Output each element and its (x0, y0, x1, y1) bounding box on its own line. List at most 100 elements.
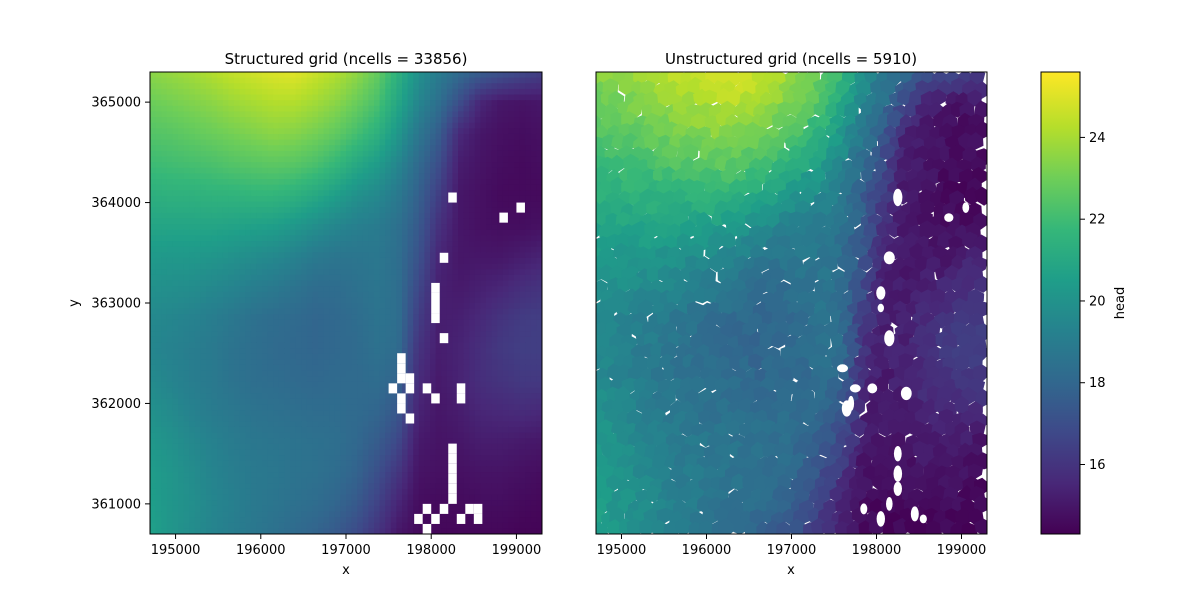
structured-cell (396, 94, 403, 101)
structured-cell (435, 122, 442, 129)
structured-cell (441, 319, 448, 327)
structured-cell (278, 415, 285, 422)
structured-cell (178, 88, 185, 96)
structured-cell (362, 286, 369, 293)
structured-cell (502, 133, 509, 141)
structured-cell (497, 336, 504, 344)
structured-cell (172, 263, 179, 270)
structured-cell (474, 88, 481, 96)
structured-cell (206, 393, 213, 400)
structured-cell (318, 241, 325, 248)
structured-cell (334, 128, 341, 135)
structured-cell (262, 381, 269, 389)
structured-cell (150, 336, 157, 344)
structured-cell (239, 359, 246, 366)
structured-cell (267, 269, 274, 276)
structured-cell (469, 376, 476, 383)
structured-cell (172, 190, 179, 197)
structured-cell (200, 94, 207, 101)
structured-cell (519, 117, 526, 124)
structured-cell (402, 252, 409, 259)
structured-cell (306, 398, 313, 406)
structured-cell (312, 404, 319, 411)
structured-cell (172, 376, 179, 383)
structured-cell (502, 100, 509, 107)
structured-cell (463, 179, 470, 186)
structured-cell (150, 173, 157, 180)
structured-cell (446, 426, 453, 434)
structured-cell (390, 432, 397, 439)
structured-cell (239, 100, 246, 107)
structured-cell (166, 455, 173, 462)
structured-cell (217, 83, 224, 90)
structured-cell (497, 410, 504, 417)
structured-cell (323, 179, 330, 186)
structured-cell (351, 269, 358, 276)
structured-cell (508, 438, 515, 445)
structured-cell (284, 263, 291, 270)
structured-cell (374, 410, 381, 417)
structured-cell (452, 162, 459, 169)
structured-cell (312, 432, 319, 439)
structured-cell (374, 269, 381, 276)
structured-cell (301, 88, 308, 96)
structured-cell (245, 348, 252, 355)
structured-cell (368, 241, 375, 248)
structured-cell (458, 94, 465, 101)
structured-cell (262, 303, 269, 310)
structured-cell (396, 184, 403, 191)
structured-cell (256, 218, 263, 225)
structured-cell (379, 387, 386, 394)
structured-cell (234, 443, 241, 451)
structured-cell (379, 83, 386, 90)
structured-cell (273, 393, 280, 400)
structured-cell (178, 263, 185, 270)
structured-cell (228, 111, 235, 118)
structured-cell (301, 111, 308, 118)
structured-cell (295, 331, 302, 338)
structured-cell (166, 297, 173, 304)
structured-cell (407, 308, 414, 315)
structured-cell (211, 218, 218, 225)
structured-cell (474, 72, 481, 79)
structured-cell (206, 303, 213, 310)
structured-cell (424, 100, 431, 107)
structured-cell (245, 212, 252, 220)
structured-cell (155, 348, 162, 355)
structured-cell (357, 308, 364, 315)
structured-cell (323, 466, 330, 473)
structured-cell (318, 201, 325, 208)
structured-cell (385, 72, 392, 79)
structured-cell (245, 308, 252, 315)
structured-cell (262, 162, 269, 169)
structured-cell (357, 190, 364, 197)
structured-cell (480, 443, 487, 451)
structured-cell (463, 150, 470, 158)
structured-cell (536, 218, 542, 225)
structured-cell (256, 291, 263, 298)
structured-cell (217, 257, 224, 265)
structured-cell (222, 117, 229, 124)
structured-cell (390, 201, 397, 208)
structured-cell (396, 88, 403, 96)
structured-cell (502, 167, 509, 175)
structured-cell (155, 393, 162, 400)
structured-cell (452, 269, 459, 276)
structured-cell (346, 387, 353, 394)
structured-cell (502, 455, 509, 462)
structured-cell (284, 94, 291, 101)
structured-cell (312, 246, 319, 253)
structured-cell (312, 88, 319, 96)
structured-cell (385, 410, 392, 417)
structured-cell (256, 460, 263, 467)
structured-cell (413, 190, 420, 197)
structured-cell (402, 72, 409, 79)
structured-cell (217, 72, 224, 79)
structured-cell (525, 94, 532, 101)
structured-cell (273, 274, 280, 282)
structured-cell (379, 404, 386, 411)
structured-cell (418, 117, 425, 124)
structured-cell (514, 105, 521, 113)
structured-cell (474, 336, 481, 344)
structured-cell (278, 404, 285, 411)
